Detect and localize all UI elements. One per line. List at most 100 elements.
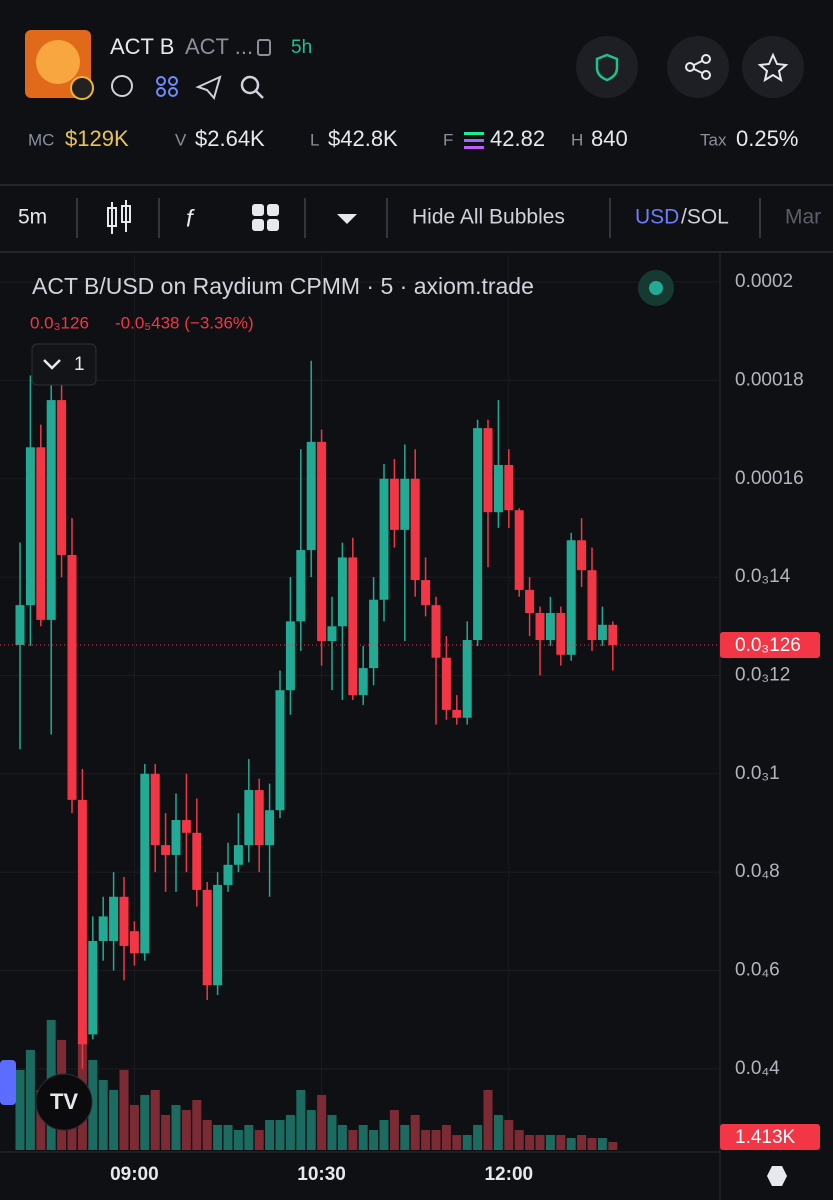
token-name: ACT B — [110, 34, 174, 59]
candle-body — [25, 447, 35, 606]
volume-bar — [244, 1124, 254, 1150]
volume-bar — [161, 1114, 171, 1150]
candle-body — [129, 931, 139, 954]
candle-body — [306, 441, 316, 551]
shield-icon — [595, 53, 619, 82]
avatar-badge — [70, 76, 94, 100]
volume-bar — [369, 1129, 379, 1150]
dropdown-icon[interactable] — [337, 214, 357, 224]
bundle-icon[interactable] — [156, 76, 178, 97]
volume-bar — [254, 1129, 264, 1150]
currency-sol[interactable]: /SOL — [681, 206, 729, 229]
volume-bar — [493, 1114, 503, 1150]
token-age: 5h — [291, 37, 312, 58]
legend-price: 0.0₃126 — [30, 313, 89, 332]
volume-bar — [36, 1089, 46, 1150]
logo-mark: TV — [50, 1089, 78, 1114]
volume-bar — [473, 1124, 483, 1150]
candle-body — [504, 464, 514, 511]
copy-icon[interactable] — [257, 39, 271, 56]
more-menu[interactable]: Mar — [785, 206, 821, 229]
stat-value: $42.8K — [328, 126, 398, 151]
indicator-toggle[interactable] — [31, 343, 97, 386]
candle-type-icon[interactable] — [107, 200, 131, 234]
telegram-icon[interactable] — [195, 75, 222, 101]
y-tick-label: 0.00018 — [735, 369, 804, 390]
x-tick-label: 09:00 — [110, 1164, 159, 1185]
candle-body — [462, 640, 472, 718]
currency-usd[interactable]: USD — [635, 206, 679, 229]
candle-body — [577, 540, 587, 571]
grid — [0, 255, 720, 1150]
y-tick-label: 0.0002 — [735, 271, 793, 292]
security-button[interactable] — [576, 36, 638, 98]
side-tab[interactable] — [0, 1060, 16, 1105]
candle-body — [233, 845, 243, 865]
stat-value: 0.25% — [736, 126, 798, 151]
favorite-button[interactable] — [742, 36, 804, 98]
last-price-box — [720, 631, 820, 658]
volume-bar — [88, 1059, 98, 1150]
stat-value: $129K — [65, 126, 129, 151]
candle-body — [171, 820, 181, 855]
legend-change: -0.0₅438 (−3.36%) — [115, 313, 254, 332]
bubbles-toggle[interactable]: Hide All Bubbles — [412, 206, 565, 229]
volume-bar — [275, 1119, 285, 1150]
volume-bar — [306, 1109, 316, 1150]
candle-body — [109, 896, 119, 942]
candle-body — [452, 709, 462, 718]
volume-bar — [483, 1089, 493, 1150]
volume-bar — [25, 1049, 35, 1150]
volume-bar — [192, 1099, 202, 1150]
y-tick-label: 0.0₄6 — [735, 960, 780, 981]
social-icon[interactable] — [111, 75, 133, 97]
sol-icon — [464, 132, 484, 149]
volume-bar — [171, 1104, 181, 1150]
candle-body — [275, 690, 285, 811]
volume-bar — [452, 1134, 462, 1150]
volume-bar — [98, 1079, 108, 1150]
candle-body — [36, 447, 46, 620]
volume-bar — [213, 1124, 223, 1150]
stat-label: F — [443, 130, 453, 149]
x-tick-label: 12:00 — [484, 1164, 533, 1185]
y-tick-label: 0.0₄8 — [735, 861, 780, 882]
last-volume-label: 1.413K — [735, 1127, 796, 1148]
candle-body — [77, 799, 87, 1045]
tradingview-logo[interactable] — [35, 1073, 93, 1131]
volume-bar — [504, 1119, 514, 1150]
candle-body — [46, 400, 56, 620]
y-tick-label: 0.00016 — [735, 468, 804, 489]
volume-bar — [577, 1134, 587, 1150]
layout-icon[interactable] — [252, 204, 279, 231]
volume-bar — [285, 1114, 295, 1150]
candle-body — [285, 621, 295, 691]
stat-value: 42.82 — [490, 126, 545, 151]
stat-label: MC — [28, 130, 54, 149]
volume-bar — [296, 1089, 306, 1150]
volume-bar — [587, 1137, 597, 1150]
candle-body — [150, 773, 160, 846]
settings-icon[interactable] — [767, 1166, 787, 1186]
candle-body — [410, 478, 420, 581]
candle-body — [566, 540, 576, 655]
volume-bar — [202, 1119, 212, 1150]
x-tick-label: 10:30 — [297, 1164, 346, 1185]
candle-body — [441, 657, 451, 710]
share-button[interactable] — [667, 36, 729, 98]
volume-bar — [223, 1124, 233, 1150]
search-icon[interactable] — [240, 75, 264, 99]
interval-button[interactable]: 5m — [18, 206, 47, 229]
candle-body — [483, 428, 493, 513]
indicators-icon[interactable]: f — [186, 205, 195, 232]
last-price-label: 0.0₃126 — [735, 635, 801, 656]
candle-body — [88, 941, 98, 1035]
stat-label: L — [310, 130, 319, 149]
stat-value: $2.64K — [195, 126, 265, 151]
volume-bar — [337, 1124, 347, 1150]
volume-bar — [140, 1094, 150, 1150]
candle-body — [337, 557, 347, 627]
candle-body — [535, 613, 545, 641]
volume-bar — [119, 1069, 129, 1150]
